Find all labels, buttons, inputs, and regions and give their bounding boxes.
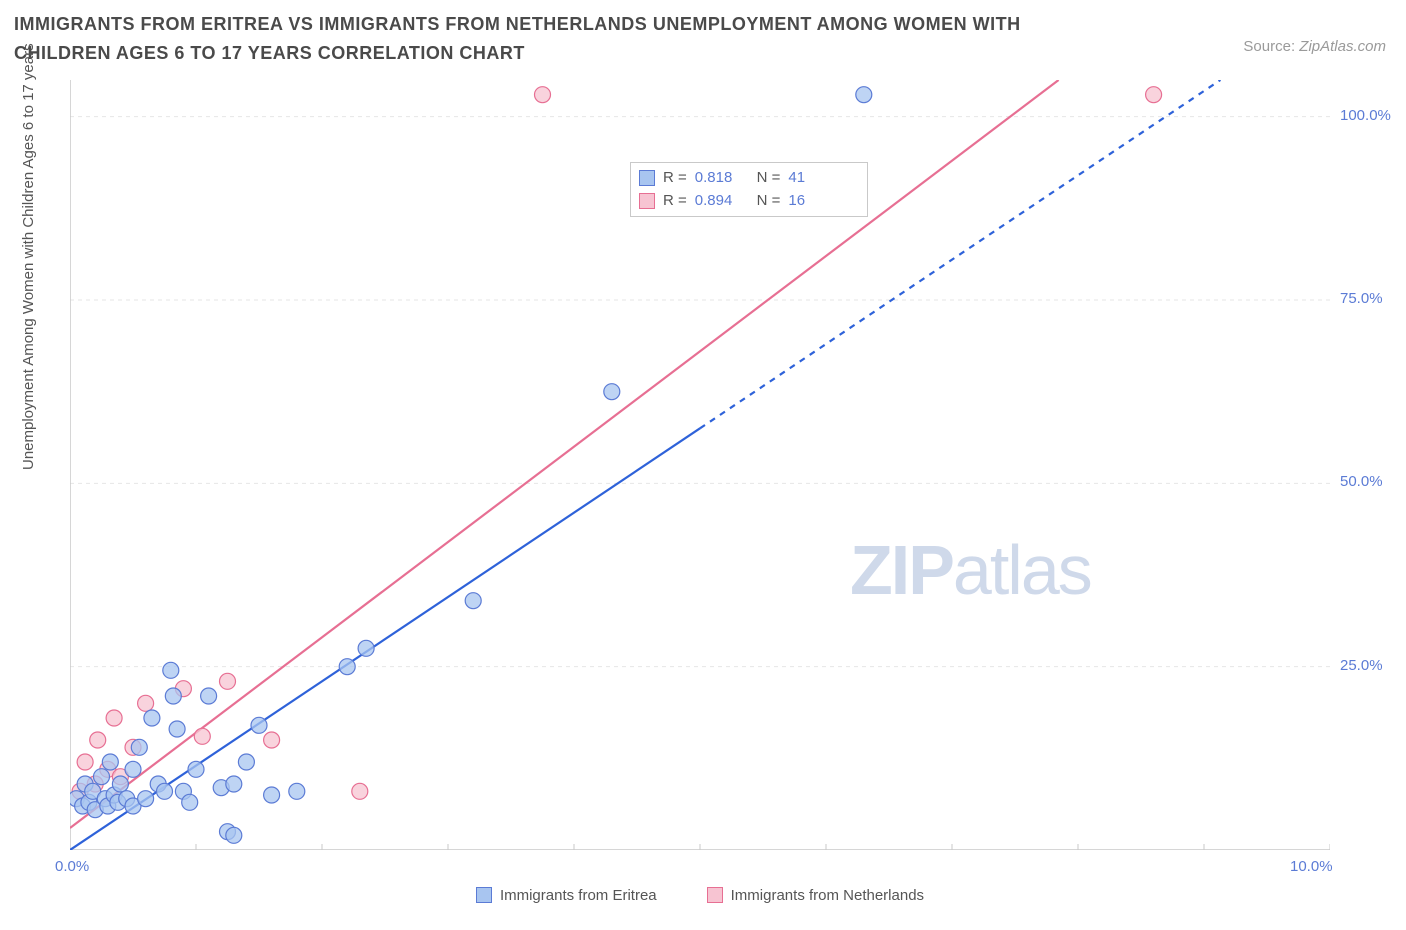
swatch-netherlands-icon — [707, 887, 723, 903]
r-label: R = — [663, 190, 687, 213]
legend-label-netherlands: Immigrants from Netherlands — [731, 887, 924, 904]
watermark-bold: ZIP — [850, 531, 953, 609]
source-prefix: Source: — [1243, 38, 1299, 55]
n-value-eritrea: 41 — [788, 167, 805, 190]
source-name: ZipAtlas.com — [1299, 38, 1386, 55]
r-value-eritrea: 0.818 — [695, 167, 733, 190]
swatch-eritrea — [639, 170, 655, 186]
watermark: ZIPatlas — [850, 530, 1091, 610]
n-label: N = — [757, 190, 781, 213]
x-axis-tick-labels: 0.0%10.0% — [70, 858, 1330, 878]
y-tick-label: 25.0% — [1340, 657, 1383, 674]
scatter-plot: ZIPatlas R = 0.818 N = 41 R = 0.894 N = … — [70, 80, 1330, 850]
x-tick-label: 0.0% — [55, 858, 89, 875]
n-label: N = — [757, 167, 781, 190]
legend-label-eritrea: Immigrants from Eritrea — [500, 887, 657, 904]
stats-row-netherlands: R = 0.894 N = 16 — [639, 190, 859, 213]
correlation-stats-box: R = 0.818 N = 41 R = 0.894 N = 16 — [630, 162, 868, 217]
y-tick-label: 100.0% — [1340, 107, 1391, 124]
legend: Immigrants from Eritrea Immigrants from … — [70, 880, 1330, 910]
source-attribution: Source: ZipAtlas.com — [1243, 38, 1386, 55]
legend-entry-eritrea: Immigrants from Eritrea — [476, 887, 657, 904]
stats-row-eritrea: R = 0.818 N = 41 — [639, 167, 859, 190]
swatch-eritrea-icon — [476, 887, 492, 903]
n-value-netherlands: 16 — [788, 190, 805, 213]
watermark-light: atlas — [953, 531, 1091, 609]
r-label: R = — [663, 167, 687, 190]
legend-entry-netherlands: Immigrants from Netherlands — [707, 887, 924, 904]
y-axis-tick-labels: 25.0% 50.0% 75.0% 100.0% — [1340, 80, 1400, 850]
swatch-netherlands — [639, 193, 655, 209]
r-value-netherlands: 0.894 — [695, 190, 733, 213]
y-tick-label: 50.0% — [1340, 473, 1383, 490]
x-tick-label: 10.0% — [1290, 858, 1333, 875]
y-axis-label: Unemployment Among Women with Children A… — [20, 43, 37, 470]
chart-title: IMMIGRANTS FROM ERITREA VS IMMIGRANTS FR… — [14, 10, 1114, 68]
y-tick-label: 75.0% — [1340, 290, 1383, 307]
